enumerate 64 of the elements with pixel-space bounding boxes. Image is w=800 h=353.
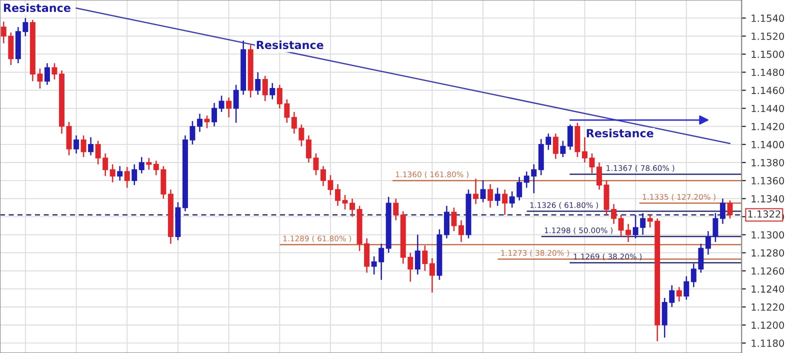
y-tick-label: 1.1460	[752, 86, 784, 94]
candlestick	[138, 156, 144, 174]
candlestick	[393, 198, 399, 221]
candlestick	[88, 136, 94, 156]
candlestick	[727, 200, 733, 220]
candlestick	[262, 75, 268, 102]
candlestick	[684, 276, 690, 300]
candlestick	[676, 286, 682, 302]
y-tick-label: 1.1180	[752, 340, 784, 347]
candlestick	[414, 234, 420, 276]
y-tick-label: 1.1420	[752, 122, 784, 130]
candlestick	[226, 96, 232, 118]
annotation: Resistance	[256, 40, 324, 50]
candlestick	[596, 162, 602, 190]
y-tick-label: 1.1480	[752, 68, 784, 76]
y-tick-label: 1.1440	[752, 104, 784, 112]
y-tick-label: 1.1340	[752, 195, 784, 202]
y-tick-label: 1.1260	[752, 267, 784, 275]
candlestick	[110, 164, 116, 183]
candlestick	[212, 102, 218, 128]
candlestick	[502, 188, 508, 216]
candlestick	[74, 134, 80, 154]
y-tick-label: 1.1360	[752, 177, 784, 184]
y-tick-label: 1.1380	[752, 158, 784, 166]
candlestick	[204, 114, 210, 129]
candlestick	[480, 180, 486, 203]
candlestick	[270, 82, 276, 100]
y-tick-label: 1.1200	[752, 321, 784, 329]
y-tick-label: 1.1400	[752, 140, 784, 148]
candlestick	[132, 164, 138, 186]
y-tick-label: 1.1280	[752, 249, 784, 257]
annotation: Resistance	[586, 128, 654, 138]
candlestick	[429, 258, 435, 294]
candlestick	[117, 165, 123, 182]
annotation: Resistance	[4, 3, 70, 12]
candlestick	[488, 184, 494, 208]
candlestick	[422, 244, 428, 272]
candlestick	[473, 178, 478, 205]
candlestick	[124, 166, 130, 188]
candlestick	[197, 113, 202, 132]
candlestick	[335, 184, 340, 206]
candlestick	[52, 62, 58, 80]
candlestick	[44, 62, 50, 86]
candlestick	[560, 140, 566, 158]
ref-line-label: 1.1322	[748, 210, 780, 218]
candlestick	[720, 198, 726, 225]
candlestick	[146, 157, 152, 170]
y-tick-label: 1.1520	[752, 32, 784, 40]
y-tick-label: 1.1220	[752, 303, 784, 311]
candlestick	[552, 132, 558, 160]
candlestick	[218, 95, 224, 113]
y-tick-label: 1.1240	[752, 285, 784, 293]
candlestick	[80, 134, 86, 158]
candlestick	[444, 205, 450, 239]
y-tick-label: 1.1540	[752, 14, 784, 22]
y-tick-label: 1.1300	[752, 231, 784, 239]
candlestick	[255, 72, 261, 96]
candlestick	[611, 203, 617, 225]
candlestick	[451, 207, 457, 232]
candlestick	[458, 220, 464, 243]
candlestick	[567, 124, 573, 150]
y-tick-label: 1.1500	[752, 50, 784, 58]
candlestick	[66, 121, 72, 156]
candlestick	[494, 187, 500, 206]
